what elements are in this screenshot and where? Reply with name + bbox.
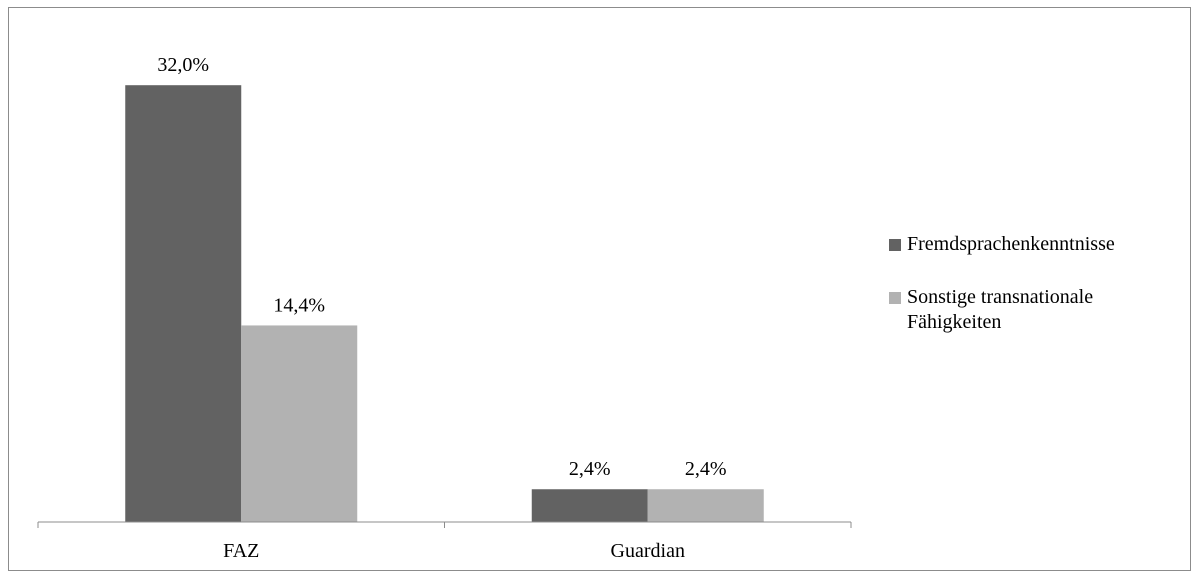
bars-layer [125, 85, 764, 522]
data-label-guardian-series-1: 2,4% [569, 458, 611, 480]
bar-faz-series-1 [125, 85, 242, 522]
x-axis: FAZ Guardian [37, 521, 852, 562]
bar-faz-series-2 [241, 325, 358, 522]
legend-label-series-1: Fremdsprachenkenntnisse [907, 233, 1115, 255]
x-tick-label-guardian: Guardian [611, 540, 685, 562]
data-label-faz-series-2: 14,4% [273, 294, 325, 316]
bar-guardian-series-2 [647, 489, 764, 522]
bar-guardian-series-1 [531, 489, 648, 522]
legend-label-series-2: Sonstige transnationale Fähigkeiten [907, 286, 1094, 333]
legend-swatch-series-1 [889, 239, 901, 251]
legend-swatch-series-2 [889, 292, 901, 304]
x-tick-label-faz: FAZ [223, 540, 259, 562]
data-labels-layer: 32,0% 14,4% 2,4% 2,4% [157, 54, 726, 480]
data-label-faz-series-1: 32,0% [157, 54, 209, 76]
legend-entry-series-1: Fremdsprachenkenntnisse [889, 232, 1189, 257]
legend-entry-series-2: Sonstige transnationale Fähigkeiten [889, 285, 1189, 335]
legend: Fremdsprachenkenntnisse Sonstige transna… [889, 232, 1189, 363]
data-label-guardian-series-2: 2,4% [685, 458, 727, 480]
